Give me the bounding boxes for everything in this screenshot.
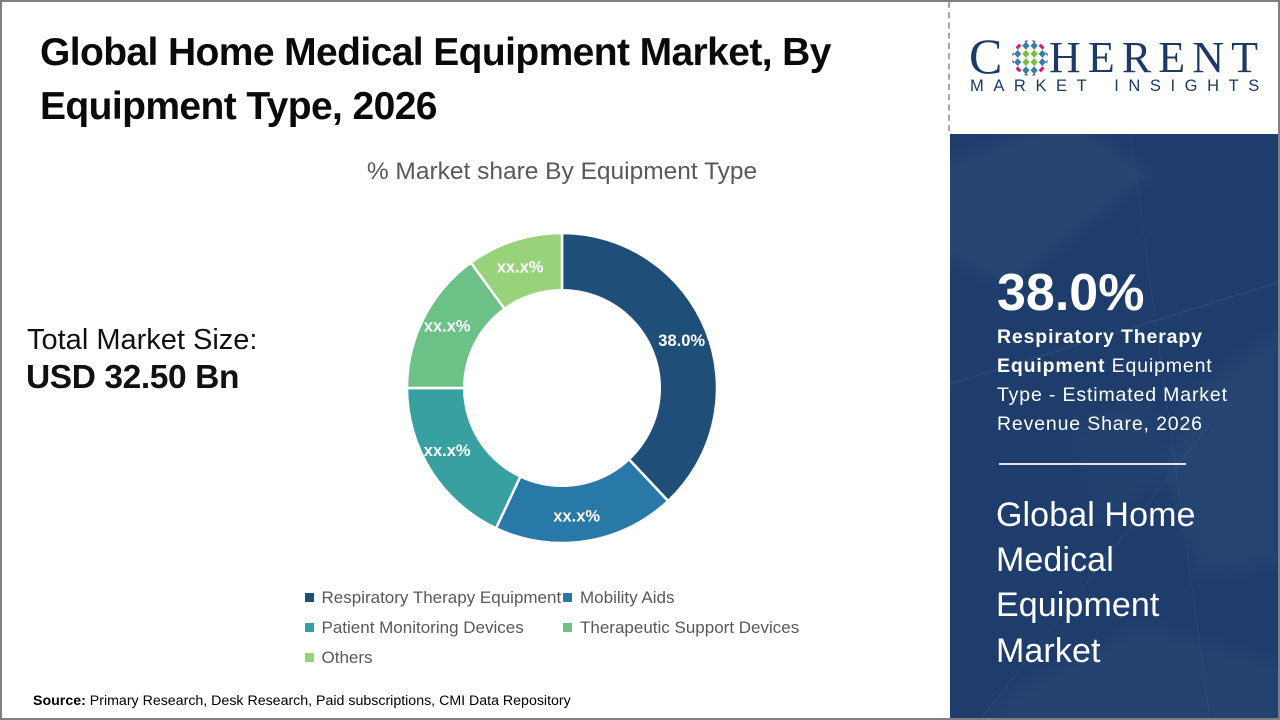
svg-text:xx.x%: xx.x% bbox=[424, 318, 471, 336]
svg-text:xx.x%: xx.x% bbox=[497, 259, 544, 277]
svg-text:xx.x%: xx.x% bbox=[424, 442, 471, 460]
svg-text:38.0%: 38.0% bbox=[658, 332, 705, 350]
svg-text:xx.x%: xx.x% bbox=[553, 508, 600, 526]
